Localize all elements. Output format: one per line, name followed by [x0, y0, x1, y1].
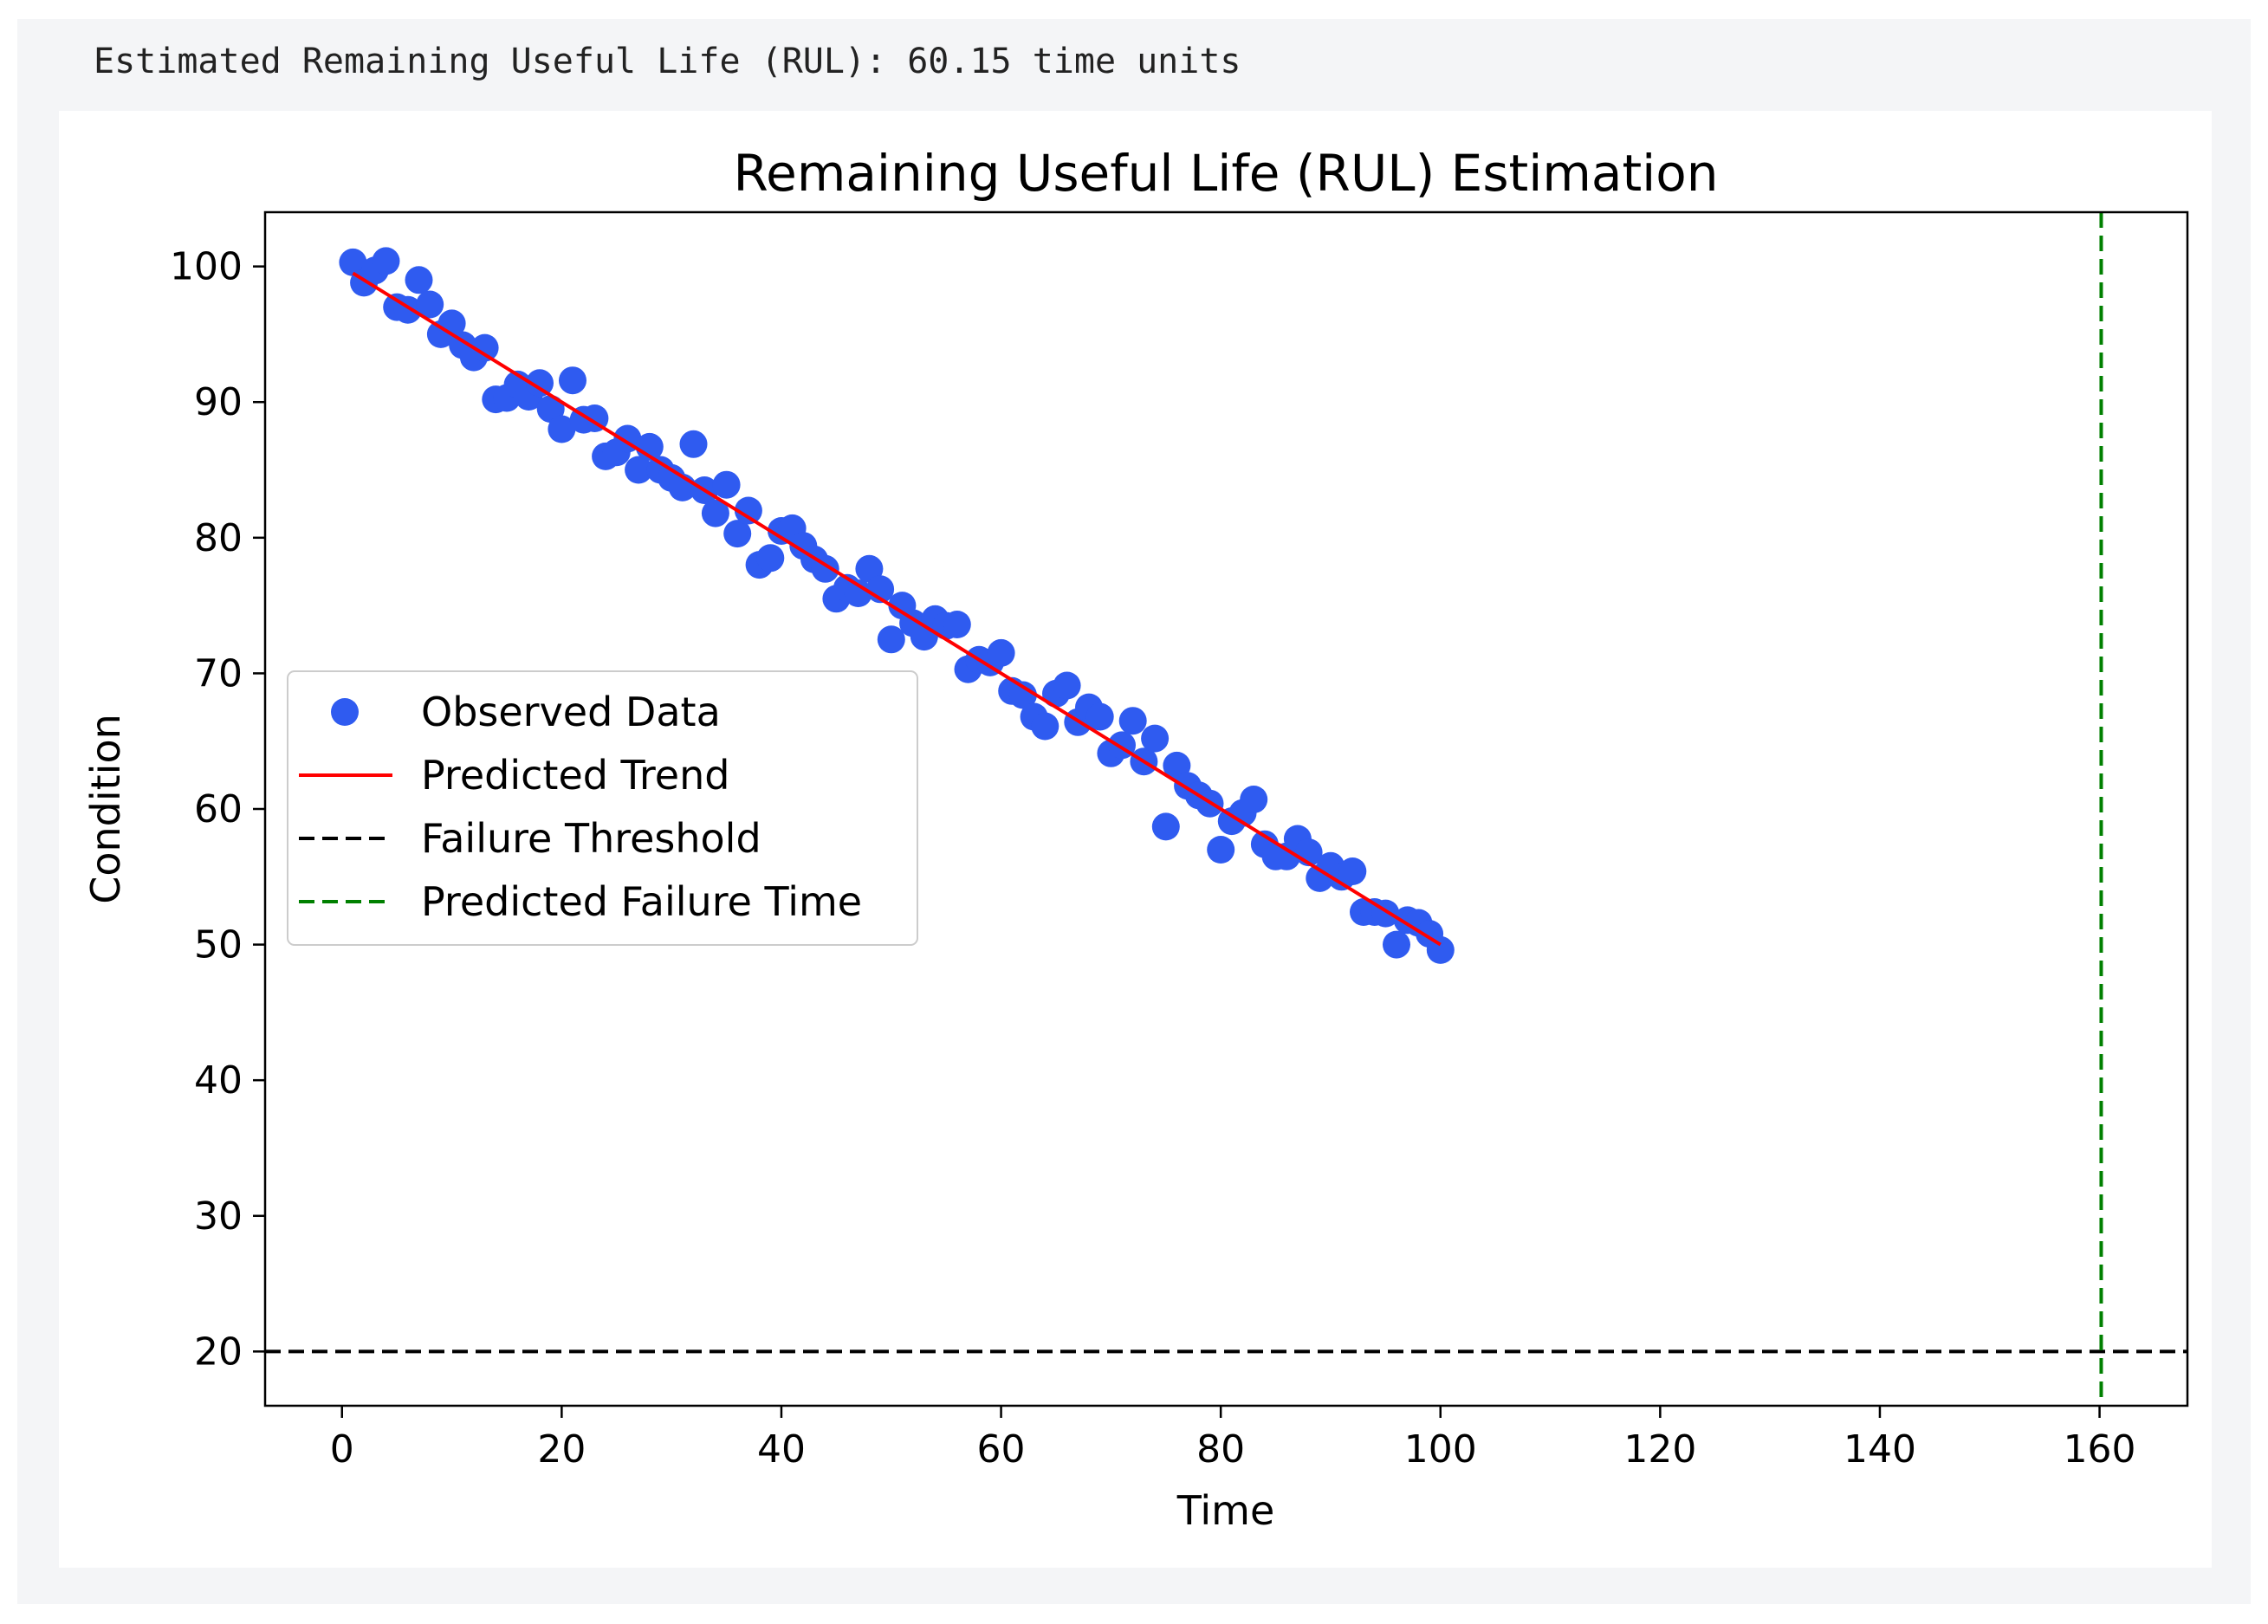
- observed-point: [526, 369, 554, 398]
- legend-label-trend: Predicted Trend: [421, 752, 729, 799]
- observed-point: [1240, 786, 1268, 813]
- observed-point: [1151, 812, 1180, 841]
- observed-point: [723, 520, 752, 548]
- chart-title: Remaining Useful Life (RUL) Estimation: [733, 144, 1718, 203]
- observed-point: [1338, 857, 1367, 885]
- plot-data-layer: [265, 212, 2187, 1406]
- observed-point: [1163, 751, 1191, 780]
- legend: Observed Data Predicted Trend Failure Th…: [287, 670, 918, 946]
- observed-point: [1426, 935, 1455, 964]
- observed-point: [625, 456, 653, 484]
- observed-point: [339, 248, 367, 276]
- observed-point: [536, 395, 565, 424]
- chart-figure: Remaining Useful Life (RUL) Estimation 0…: [59, 111, 2212, 1568]
- y-tick-label: 40: [194, 1058, 243, 1103]
- observed-point: [712, 470, 741, 499]
- legend-frame: [287, 670, 918, 946]
- legend-label-threshold: Failure Threshold: [421, 815, 761, 862]
- rul-chart: Remaining Useful Life (RUL) Estimation 0…: [82, 144, 2189, 1534]
- observed-point: [1383, 930, 1410, 959]
- observed-point: [1031, 712, 1059, 741]
- legend-label-failure-time: Predicted Failure Time: [421, 878, 862, 925]
- y-tick-label: 90: [194, 380, 243, 424]
- x-tick-label: 120: [1623, 1427, 1696, 1472]
- observed-point: [679, 430, 708, 458]
- y-tick-label: 20: [194, 1330, 243, 1374]
- y-axis-ticks: 20 30 40 50 60 70 80 90 100: [170, 245, 265, 1374]
- observed-point: [844, 579, 872, 607]
- predicted-trend-line: [352, 271, 1442, 947]
- observed-point: [1085, 702, 1114, 731]
- rul-output-text: Estimated Remaining Useful Life (RUL): 6…: [94, 42, 1241, 81]
- y-tick-label: 60: [194, 787, 243, 831]
- x-axis-ticks: 0 20 40 60 80 100 120 140 160: [330, 1406, 2136, 1472]
- y-tick-label: 80: [194, 516, 243, 560]
- y-axis-label: Condition: [82, 714, 129, 904]
- observed-point: [1141, 724, 1170, 753]
- x-tick-label: 0: [330, 1427, 354, 1472]
- y-tick-label: 50: [194, 923, 243, 967]
- x-tick-label: 60: [977, 1427, 1026, 1472]
- observed-point: [548, 415, 576, 443]
- x-tick-label: 140: [1844, 1427, 1916, 1472]
- observed-point: [855, 554, 884, 583]
- observed-point: [1118, 707, 1147, 735]
- x-tick-label: 160: [2064, 1427, 2136, 1472]
- observed-point: [1008, 681, 1037, 709]
- observed-point: [943, 611, 971, 638]
- y-tick-label: 70: [194, 651, 243, 696]
- x-axis-label: Time: [1176, 1487, 1275, 1534]
- observed-point: [372, 247, 400, 275]
- legend-marker-observed: [331, 698, 359, 726]
- observed-point: [701, 499, 729, 527]
- observed-point: [734, 496, 762, 525]
- x-tick-label: 20: [537, 1427, 586, 1472]
- y-tick-label: 100: [170, 245, 243, 289]
- observed-point: [877, 625, 905, 654]
- observed-point: [756, 544, 785, 573]
- x-tick-label: 40: [757, 1427, 806, 1472]
- observed-point: [559, 366, 586, 395]
- observed-point: [416, 290, 444, 319]
- y-tick-label: 30: [194, 1194, 243, 1239]
- observed-point: [470, 333, 499, 362]
- observed-point: [405, 266, 433, 294]
- observed-point: [987, 638, 1015, 667]
- x-tick-label: 100: [1404, 1427, 1477, 1472]
- x-tick-label: 80: [1196, 1427, 1245, 1472]
- legend-label-observed: Observed Data: [421, 689, 721, 735]
- observed-point: [1207, 836, 1235, 864]
- observed-point: [1053, 671, 1081, 700]
